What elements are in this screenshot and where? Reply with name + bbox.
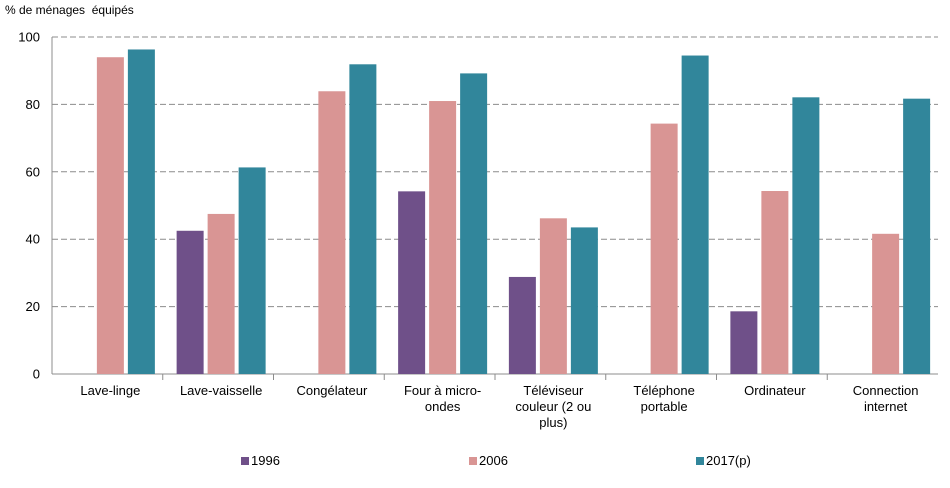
legend-label: 2006 (479, 453, 508, 468)
bar-2006 (761, 191, 789, 374)
x-category-label: internet (864, 399, 908, 414)
bar-2017p (460, 73, 488, 375)
bar-1996 (730, 311, 758, 374)
y-tick-label: 0 (33, 367, 40, 382)
bar-2017p (903, 98, 931, 375)
y-tick-label: 60 (26, 164, 40, 179)
x-category-label: Congélateur (296, 383, 367, 398)
x-category-label: ondes (425, 399, 461, 414)
y-tick-label: 80 (26, 97, 40, 112)
legend-label: 2017(p) (706, 453, 751, 468)
y-tick-label: 20 (26, 299, 40, 314)
x-category-label: Téléphone (633, 383, 694, 398)
bar-2006 (429, 101, 457, 374)
bar-2006 (650, 123, 678, 374)
x-category-label: Four à micro- (404, 383, 481, 398)
x-category-label: Connection (853, 383, 919, 398)
bar-2017p (570, 227, 598, 374)
bar-2006 (318, 91, 346, 375)
bar-2017p (681, 55, 709, 374)
bar-2006 (207, 213, 235, 374)
legend-swatch (696, 457, 704, 465)
x-category-label: Ordinateur (744, 383, 806, 398)
x-category-label: portable (641, 399, 688, 414)
legend-swatch (241, 457, 249, 465)
x-category-label: Lave-vaisselle (180, 383, 262, 398)
bar-2017p (349, 64, 377, 374)
bar-2017p (792, 97, 820, 374)
bar-1996 (508, 276, 536, 374)
y-tick-label: 100 (18, 30, 40, 45)
bar-2017p (238, 167, 266, 374)
bar-2017p (127, 49, 155, 375)
x-category-label: Téléviseur (523, 383, 584, 398)
legend-label: 1996 (251, 453, 280, 468)
bar-2006 (872, 233, 900, 374)
y-tick-label: 40 (26, 232, 40, 247)
x-category-label: couleur (2 ou (515, 399, 591, 414)
bar-2006 (96, 57, 124, 374)
x-category-label: plus) (539, 415, 567, 430)
legend-swatch (469, 457, 477, 465)
bar-1996 (398, 191, 426, 374)
bar-1996 (176, 230, 204, 374)
bar-2006 (539, 218, 567, 374)
y-axis-label: % de ménages équipés (5, 3, 134, 17)
x-category-label: Lave-linge (80, 383, 140, 398)
